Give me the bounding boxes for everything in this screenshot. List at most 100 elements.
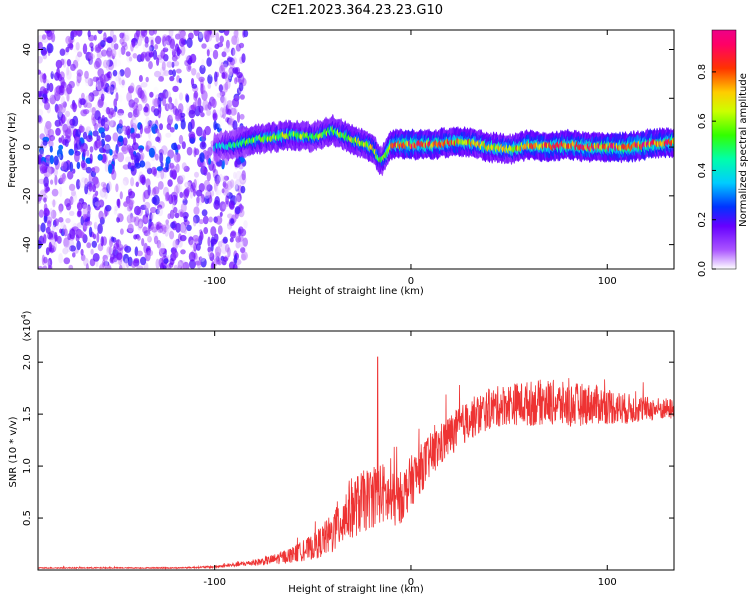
heatmap-cell <box>190 104 197 111</box>
heatmap-cell <box>105 106 111 115</box>
heatmap-cell <box>159 123 163 131</box>
heatmap-cell <box>222 175 228 183</box>
heatmap-cell <box>96 232 100 243</box>
y-tick-label: 1.5 <box>22 406 33 422</box>
heatmap-cell <box>188 109 196 119</box>
heatmap-cell <box>38 178 45 185</box>
heatmap-cell <box>222 63 228 69</box>
heatmap-cell <box>193 179 197 188</box>
heatmap-cell <box>191 83 198 89</box>
heatmap-cell <box>218 84 224 92</box>
heatmap-cell <box>91 106 97 116</box>
heatmap-cell <box>171 169 177 180</box>
heatmap-cell <box>40 222 46 233</box>
heatmap-cell <box>212 113 217 119</box>
heatmap-cell <box>64 139 69 147</box>
heatmap-cell <box>136 250 143 257</box>
heatmap-cell <box>196 196 201 204</box>
heatmap-cell <box>210 226 217 237</box>
heatmap-cell <box>181 141 186 150</box>
heatmap-cell <box>182 189 189 199</box>
heatmap-cell <box>142 42 150 53</box>
heatmap-cell <box>115 183 119 193</box>
heatmap-cell <box>100 131 106 139</box>
heatmap-cell <box>129 216 137 223</box>
heatmap-cell <box>148 147 155 158</box>
heatmap-cell <box>113 209 118 215</box>
heatmap-cell <box>230 107 237 116</box>
heatmap-cell <box>115 251 123 261</box>
heatmap-cell <box>239 156 246 163</box>
heatmap-cell <box>146 167 153 175</box>
heatmap-cell <box>119 69 125 77</box>
heatmap-cell <box>185 94 190 103</box>
heatmap-cell <box>147 233 151 242</box>
heatmap-cell <box>115 76 120 82</box>
heatmap-cell <box>42 139 48 146</box>
heatmap-cell <box>196 72 201 80</box>
heatmap-cell <box>114 205 119 212</box>
heatmap-cell <box>235 241 241 249</box>
heatmap-cell <box>70 220 76 228</box>
heatmap-cell <box>114 59 121 67</box>
heatmap-cell <box>39 72 44 83</box>
heatmap-cell <box>241 251 248 261</box>
heatmap-cell <box>243 220 248 229</box>
colorbar-tick-label: 0.0 <box>697 261 708 277</box>
heatmap-cell <box>127 222 134 233</box>
heatmap-cell <box>88 226 93 238</box>
heatmap-cell <box>108 118 114 128</box>
heatmap-cell <box>121 261 126 269</box>
snr-y-label: SNR (10 * v/v) <box>8 416 19 487</box>
heatmap-cell <box>156 57 160 66</box>
heatmap-cell <box>186 146 193 156</box>
heatmap-cell <box>69 228 76 240</box>
heatmap-cell <box>203 227 209 235</box>
heatmap-cell <box>38 185 46 192</box>
heatmap-cell <box>160 169 165 180</box>
heatmap-cell <box>204 195 210 205</box>
heatmap-cell <box>68 183 76 191</box>
heatmap-cell <box>141 238 145 247</box>
snr-panel: -100 0 100 0.5 1.0 1.5 2.0 Height of straight… <box>8 310 675 595</box>
heatmap-cell <box>58 222 64 228</box>
heatmap-cell <box>63 237 70 248</box>
heatmap-cell <box>210 190 215 197</box>
heatmap-cell <box>99 73 106 85</box>
heatmap-cell <box>149 91 154 98</box>
heatmap-cell <box>106 47 113 57</box>
heatmap-cell <box>234 158 241 168</box>
heatmap-cell <box>84 70 89 79</box>
heatmap-cell <box>49 135 56 141</box>
heatmap-cell <box>229 237 234 243</box>
heatmap-cell <box>230 218 235 224</box>
heatmap-cell <box>45 120 52 130</box>
heatmap-cell <box>50 71 54 80</box>
heatmap-cell <box>162 172 167 179</box>
heatmap-cell <box>90 248 94 255</box>
heatmap-cell <box>89 153 93 164</box>
heatmap-cell <box>63 245 68 256</box>
heatmap-cell <box>180 249 186 255</box>
heatmap-cell <box>106 36 113 44</box>
heatmap-cell <box>173 60 180 67</box>
heatmap-cell <box>210 238 218 245</box>
heatmap-cell <box>68 148 74 156</box>
heatmap-cell <box>49 145 53 153</box>
heatmap-cell <box>197 97 202 108</box>
heatmap-cell <box>147 249 154 257</box>
heatmap-cell <box>122 176 129 186</box>
heatmap-cell <box>148 51 154 58</box>
heatmap-cell <box>143 125 151 135</box>
heatmap-cell <box>238 82 244 92</box>
heatmap-cell <box>227 247 231 258</box>
heatmap-cell <box>131 118 138 126</box>
heatmap-cell <box>178 30 186 39</box>
heatmap-cell <box>240 247 246 254</box>
heatmap-cell <box>144 262 150 269</box>
heatmap-cell <box>119 191 123 200</box>
heatmap-cell <box>161 224 167 235</box>
heatmap-cell <box>42 53 48 60</box>
heatmap-cell <box>175 238 179 249</box>
heatmap-cell <box>59 186 63 198</box>
